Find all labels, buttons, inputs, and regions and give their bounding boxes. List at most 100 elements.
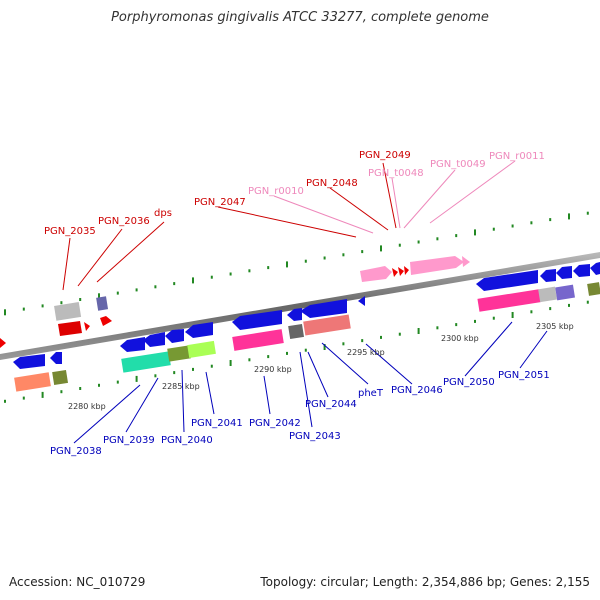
tick-dot	[511, 224, 514, 228]
tick-dot	[135, 375, 138, 382]
tick-dot	[173, 282, 176, 286]
ruler-label-2290: 2290 kbp	[254, 365, 292, 374]
gene-label-pgn-2051: PGN_2051	[498, 370, 550, 381]
gene-label-pgn-2041: PGN_2041	[191, 418, 243, 429]
tick-dot	[568, 303, 570, 307]
gene-arrow-pgn-2042	[232, 310, 282, 330]
gene-label-pgn-2039: PGN_2039	[103, 435, 155, 446]
tick-dot	[530, 221, 533, 225]
tick-dot	[116, 380, 119, 384]
tick-dot	[380, 245, 382, 252]
tick-dot	[492, 227, 495, 231]
tick-dot	[267, 355, 270, 359]
top-leader-lines	[62, 160, 516, 291]
gene-label-pgn-2042: PGN_2042	[249, 418, 301, 429]
tick-dot	[323, 344, 326, 350]
gene-label-pgn-r0011: PGN_r0011	[489, 151, 545, 162]
tick-dot	[455, 323, 458, 327]
gene-label-dps: dps	[154, 208, 172, 219]
gene-arrow-pgn-2047	[360, 266, 392, 282]
gene-arrow-trna-3	[404, 266, 409, 275]
gene-arrow-blue-e	[540, 269, 556, 282]
tick-dot	[229, 360, 232, 366]
gene-label-pgn-t0049: PGN_t0049	[430, 159, 486, 170]
tick-dot	[98, 293, 100, 300]
tick-dot	[568, 213, 570, 220]
gene-arrow-pgn-2046	[358, 296, 365, 306]
tick-dot	[586, 211, 589, 215]
gene-box-green	[167, 345, 191, 362]
tick-dot	[210, 364, 213, 368]
gene-arrow-blue-g	[573, 264, 590, 277]
ruler-label-2280: 2280 kbp	[68, 402, 106, 411]
bottom-leader-lines	[73, 321, 548, 444]
gene-arrow-rrna-tip	[462, 256, 470, 267]
accession-text: Accession: NC_010729	[9, 575, 146, 589]
ruler-label-2305: 2305 kbp	[536, 322, 574, 331]
gene-arrow-blue-d	[185, 322, 213, 338]
gene-arrow-pgn-2041	[165, 329, 184, 343]
tick-dot	[98, 383, 100, 387]
tick-dot	[4, 309, 6, 316]
tick-dot	[248, 269, 251, 273]
gene-label-pgn-2038: PGN_2038	[50, 446, 102, 457]
tick-dot	[342, 253, 345, 257]
gene-arrow-red-left	[0, 338, 6, 348]
gene-label-pgn-2049: PGN_2049	[359, 150, 411, 161]
gene-arrow-blue-h	[590, 262, 600, 275]
tick-dot	[22, 396, 25, 400]
ruler-labels: 2280 kbp 2285 kbp 2290 kbp 2295 kbp 2300…	[68, 322, 574, 411]
gene-arrow-pgn-2040	[143, 332, 165, 347]
tick-dot	[286, 351, 288, 355]
gene-arrow-pgn-2050	[476, 270, 538, 291]
tick-dot	[60, 301, 63, 305]
tick-dot-rows	[4, 211, 589, 403]
tick-dot	[304, 259, 307, 263]
gene-label-pgn-2050: PGN_2050	[443, 377, 495, 388]
tick-dot	[79, 298, 82, 301]
gene-label-pgn-2040: PGN_2040	[161, 435, 213, 446]
genome-backbone	[0, 252, 600, 360]
tick-dot	[192, 367, 194, 371]
gene-box-olive	[52, 369, 69, 386]
ruler-label-2295: 2295 kbp	[347, 348, 385, 357]
gene-box-violet	[555, 284, 575, 301]
tick-dot	[267, 266, 270, 270]
tick-dot	[549, 218, 552, 222]
gene-box-dark	[288, 323, 305, 340]
tick-dot	[192, 277, 194, 284]
gene-box-multicolor	[14, 372, 51, 392]
tick-dot	[417, 240, 420, 244]
gene-box-salmon	[303, 314, 351, 336]
tick-dot	[398, 332, 401, 336]
tick-dot	[79, 387, 82, 390]
tick-dot	[60, 390, 63, 394]
gene-arrow-small	[84, 322, 90, 331]
gene-arrow-pgn-2043	[287, 308, 302, 321]
tick-dot	[436, 237, 439, 241]
tick-dot	[436, 326, 439, 330]
tick-dot	[229, 272, 232, 276]
tick-dot	[4, 399, 6, 403]
gene-label-pgn-2046: PGN_2046	[391, 385, 443, 396]
top-gene-labels: PGN_2035 PGN_2036 dps PGN_2047 PGN_r0010…	[44, 150, 545, 237]
gene-label-phet: pheT	[358, 388, 384, 399]
tick-dot	[116, 291, 119, 295]
ruler-label-2300: 2300 kbp	[441, 334, 479, 343]
gene-arrow-small-blue	[50, 352, 62, 364]
gene-label-pgn-r0010: PGN_r0010	[248, 186, 304, 197]
tick-dot	[41, 391, 44, 398]
tick-dot	[492, 316, 495, 320]
tick-dot	[380, 335, 382, 339]
gene-box-aqua	[121, 351, 171, 373]
gene-box-purple	[96, 296, 109, 311]
tick-dot	[361, 250, 364, 254]
ruler-label-2285: 2285 kbp	[162, 382, 200, 391]
tick-dot	[41, 304, 44, 308]
bottom-gene-labels: PGN_2038 PGN_2039 PGN_2040 PGN_2041 PGN_…	[50, 370, 550, 457]
map-title: Porphyromonas gingivalis ATCC 33277, com…	[111, 10, 489, 25]
gene-label-pgn-2036: PGN_2036	[98, 216, 150, 227]
gene-arrow-pgn-2039	[120, 337, 145, 352]
tick-dot	[210, 275, 213, 279]
gene-label-pgn-2044: PGN_2044	[305, 399, 357, 410]
